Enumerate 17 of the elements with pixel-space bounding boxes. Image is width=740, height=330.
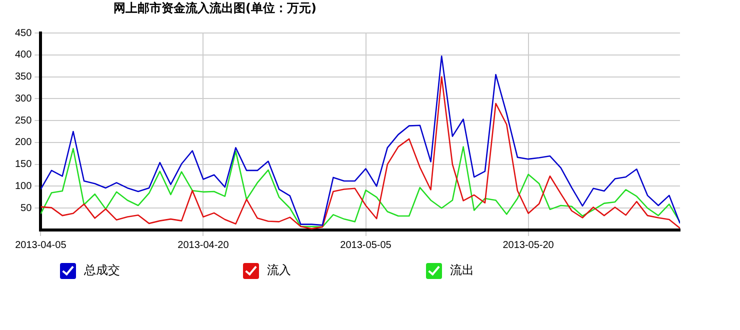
y-tick-label: 400 — [14, 50, 32, 61]
y-tick-label: 100 — [14, 180, 32, 192]
x-tick-label: 2013-05-20 — [502, 240, 554, 251]
legend-label: 流入 — [267, 262, 291, 279]
legend-label: 总成交 — [84, 262, 120, 279]
y-tick-label: 450 — [14, 28, 32, 39]
legend-label: 流出 — [450, 262, 474, 279]
chart-title: 网上邮市资金流入流出图(单位：万元) — [112, 0, 318, 17]
y-tick-label: 200 — [14, 137, 32, 148]
x-tick-label: 2013-04-20 — [178, 240, 230, 251]
y-tick-label: 250 — [14, 115, 32, 126]
y-tick-label: 300 — [14, 93, 32, 104]
y-tick-label: 150 — [14, 159, 32, 170]
x-tick-label: 2013-05-05 — [340, 240, 392, 251]
y-tick-label: 50 — [20, 202, 32, 214]
y-tick-label: 350 — [14, 72, 32, 83]
x-tick-label: 2013-04-05 — [15, 240, 67, 251]
